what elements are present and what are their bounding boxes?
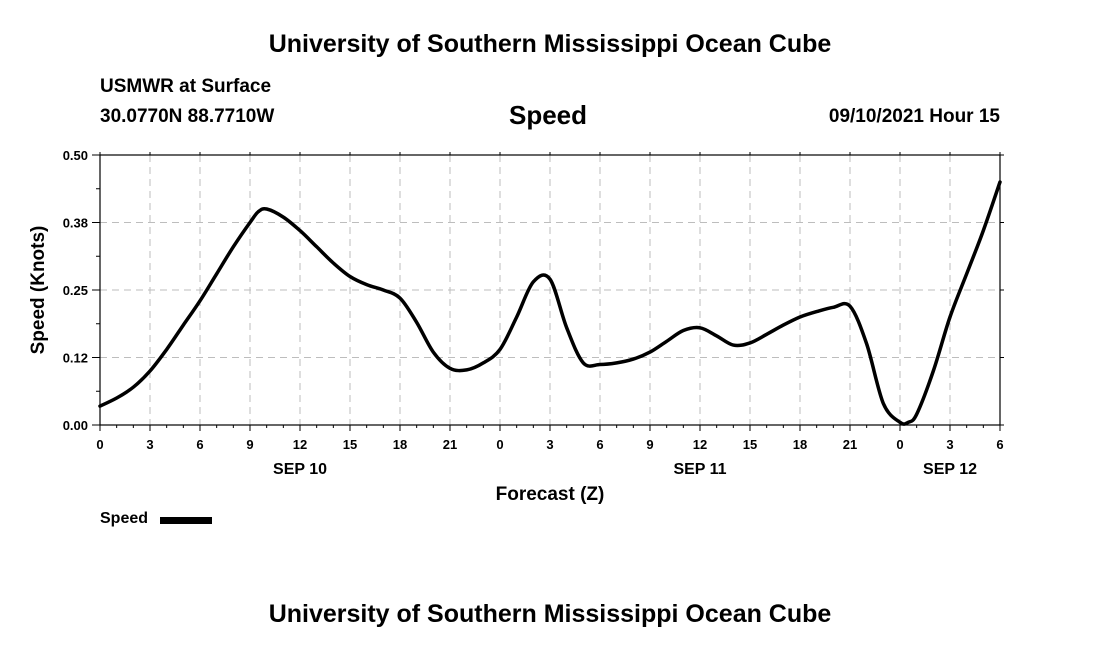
y-axis-label: Speed (Knots): [28, 226, 49, 355]
x-axis-label: Forecast (Z): [496, 484, 605, 505]
legend-swatch: [160, 517, 212, 524]
chart-title: Speed: [509, 100, 588, 130]
x-tick-label: 3: [946, 437, 953, 452]
x-tick-label: 3: [146, 437, 153, 452]
x-tick-label: 12: [293, 437, 307, 452]
x-tick-label: 15: [743, 437, 757, 452]
x-tick-label: 0: [896, 437, 903, 452]
x-tick-label: 6: [196, 437, 203, 452]
date-label: SEP 10: [273, 461, 327, 478]
x-tick-label: 3: [546, 437, 553, 452]
x-tick-label: 9: [246, 437, 253, 452]
x-tick-label: 0: [96, 437, 103, 452]
y-tick-label: 0.00: [63, 418, 88, 433]
date-label: SEP 12: [923, 461, 977, 478]
x-tick-label: 6: [596, 437, 603, 452]
x-tick-label: 18: [393, 437, 407, 452]
x-tick-label: 12: [693, 437, 707, 452]
coordinates-label: 30.0770N 88.7710W: [100, 106, 275, 127]
x-tick-label: 18: [793, 437, 807, 452]
y-tick-label: 0.25: [63, 283, 88, 298]
series-line-speed: [98, 180, 1002, 426]
y-tick-label: 0.50: [63, 148, 88, 163]
x-tick-label: 0: [496, 437, 503, 452]
x-tick-label: 15: [343, 437, 357, 452]
date-labels: SEP 10 SEP 11 SEP 12: [273, 461, 977, 478]
datetime-label: 09/10/2021 Hour 15: [828, 106, 1000, 127]
station-label: USMWR at Surface: [100, 76, 272, 97]
x-tick-label: 21: [843, 437, 857, 452]
legend-label: Speed: [100, 510, 149, 527]
footer-title: University of Southern Mississippi Ocean…: [268, 600, 832, 628]
y-tick-labels: 0.00 0.12 0.25 0.38 0.50: [63, 148, 88, 433]
tick-marks: [92, 152, 1004, 431]
y-tick-label: 0.12: [63, 351, 88, 366]
plot-frame: [99, 154, 1001, 426]
date-label: SEP 11: [673, 461, 726, 478]
y-tick-label: 0.38: [63, 216, 88, 231]
x-tick-labels: 0 3 6 9 12 15 18 21 0 3 6 9 12 15 18 21 0 3 6: [96, 437, 1003, 452]
x-tick-label: 6: [996, 437, 1003, 452]
x-tick-label: 9: [646, 437, 653, 452]
header-title: University of Southern Mississippi Ocean…: [268, 30, 832, 58]
x-tick-label: 21: [443, 437, 457, 452]
grid-lines: [100, 155, 1000, 425]
